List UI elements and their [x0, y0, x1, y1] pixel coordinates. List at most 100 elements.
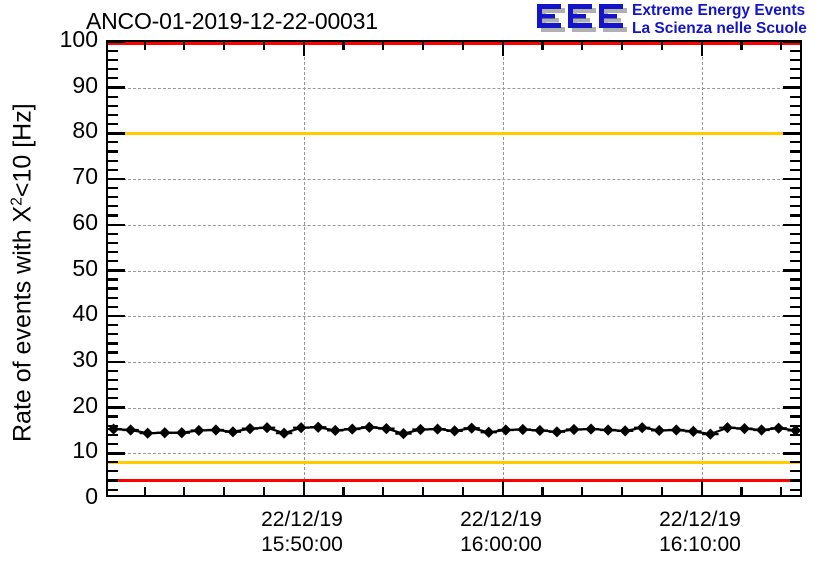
y-tick-minor	[108, 168, 118, 171]
y-tick-minor-right	[790, 479, 800, 482]
y-tick-major-right	[783, 360, 800, 364]
y-tick-major-right	[783, 314, 800, 318]
y-axis-title-suffix: <10 [Hz]	[8, 103, 37, 198]
y-tick-minor	[108, 324, 118, 327]
data-point-marker	[534, 424, 546, 437]
y-tick-minor-right	[790, 95, 800, 98]
x-tick-minor-top	[183, 42, 186, 50]
y-tick-minor-right	[790, 58, 800, 62]
y-tick-major	[108, 406, 125, 409]
y-tick-minor-right	[790, 141, 800, 144]
data-point-marker	[193, 424, 205, 437]
y-tick-major-right	[783, 452, 800, 455]
data-point-marker	[466, 422, 478, 434]
x-tick-label: 22/12/19 16:00:00	[421, 507, 581, 557]
y-tick-major-right	[783, 42, 800, 44]
data-point-marker	[619, 425, 631, 437]
y-tick-major-right	[783, 223, 800, 227]
y-tick-minor-right	[790, 397, 800, 400]
x-tick-minor	[581, 487, 584, 495]
y-tick-minor	[108, 388, 118, 391]
x-tick-minor-top	[143, 42, 146, 50]
y-tick-minor-right	[790, 241, 800, 244]
data-point-marker	[159, 427, 171, 439]
y-tick-minor	[108, 433, 118, 436]
y-tick-minor-right	[790, 442, 800, 446]
y-tick-label: 60	[72, 208, 98, 235]
x-tick-minor	[223, 487, 226, 495]
y-axis-title-superscript: 2	[8, 197, 26, 206]
y-tick-major-right	[783, 269, 800, 272]
y-tick-minor	[108, 378, 118, 382]
x-tick-label: 22/12/19 16:10:00	[620, 507, 780, 557]
y-tick-major	[108, 42, 125, 44]
y-tick-minor-right	[790, 49, 800, 53]
y-tick-minor-right	[790, 250, 800, 254]
data-series-rate	[108, 421, 800, 440]
y-tick-minor-right	[790, 159, 800, 162]
data-point-marker	[108, 423, 120, 435]
x-tick-minor	[183, 487, 186, 495]
data-point-marker	[329, 424, 341, 437]
y-tick-minor	[108, 49, 118, 53]
y-tick-minor	[108, 369, 118, 372]
y-tick-minor	[108, 470, 118, 473]
data-point-marker	[449, 425, 461, 437]
y-tick-minor	[108, 58, 118, 62]
y-tick-minor-right	[790, 287, 800, 290]
data-point-marker	[414, 423, 427, 436]
x-tick-label: 22/12/19 15:50:00	[222, 507, 382, 557]
x-tick-minor-top	[461, 42, 465, 50]
x-tick-minor	[422, 487, 425, 495]
y-tick-major	[108, 452, 125, 455]
y-tick-major	[108, 177, 125, 181]
y-tick-minor	[108, 214, 118, 217]
y-tick-label: 30	[72, 345, 98, 372]
data-point-marker	[142, 427, 154, 439]
data-point-marker	[346, 423, 358, 435]
y-tick-major	[108, 86, 125, 89]
y-tick-minor	[108, 333, 118, 336]
x-tick-minor	[660, 487, 664, 495]
x-tick-minor-top	[621, 42, 624, 50]
y-tick-major-right	[783, 132, 800, 135]
gridline-horizontal	[108, 224, 800, 226]
y-tick-minor	[108, 260, 118, 263]
y-tick-minor-right	[790, 196, 800, 199]
y-tick-minor	[108, 305, 118, 308]
data-point-marker	[755, 424, 768, 436]
y-tick-minor-right	[790, 214, 800, 217]
x-tick-minor-top	[422, 42, 425, 50]
y-tick-minor-right	[790, 205, 800, 208]
y-axis-title: Rate of events with X2<10 [Hz]	[8, 38, 37, 508]
x-tick-label-time: 16:10:00	[659, 533, 741, 556]
data-point-marker	[585, 423, 597, 435]
data-point-marker	[125, 424, 137, 436]
y-tick-minor-right	[790, 68, 800, 71]
data-point-marker	[176, 427, 188, 439]
y-tick-minor-right	[790, 77, 800, 80]
y-tick-minor	[108, 479, 118, 482]
x-tick-minor-top	[223, 42, 226, 50]
y-tick-minor	[108, 442, 118, 446]
data-point-marker	[602, 424, 614, 436]
data-point-marker	[517, 423, 529, 436]
lower-yellow-limit	[108, 460, 800, 464]
y-tick-minor	[108, 77, 118, 80]
x-tick-label-date: 22/12/19	[659, 508, 741, 531]
upper-yellow-limit	[108, 131, 800, 135]
x-tick-major-top	[302, 42, 306, 56]
y-tick-minor	[108, 351, 118, 354]
y-tick-minor-right	[790, 296, 800, 299]
data-point-marker	[431, 423, 444, 435]
y-tick-minor-right	[790, 333, 800, 336]
y-tick-minor-right	[790, 378, 800, 382]
x-tick-major	[302, 481, 306, 495]
y-tick-minor-right	[790, 470, 800, 473]
y-axis-title-prefix: Rate of events with X	[8, 205, 37, 443]
data-point-marker	[670, 424, 682, 436]
y-tick-minor	[108, 287, 118, 290]
y-tick-minor	[108, 122, 118, 126]
lower-red-limit	[108, 479, 800, 483]
gridline-horizontal	[108, 316, 800, 318]
